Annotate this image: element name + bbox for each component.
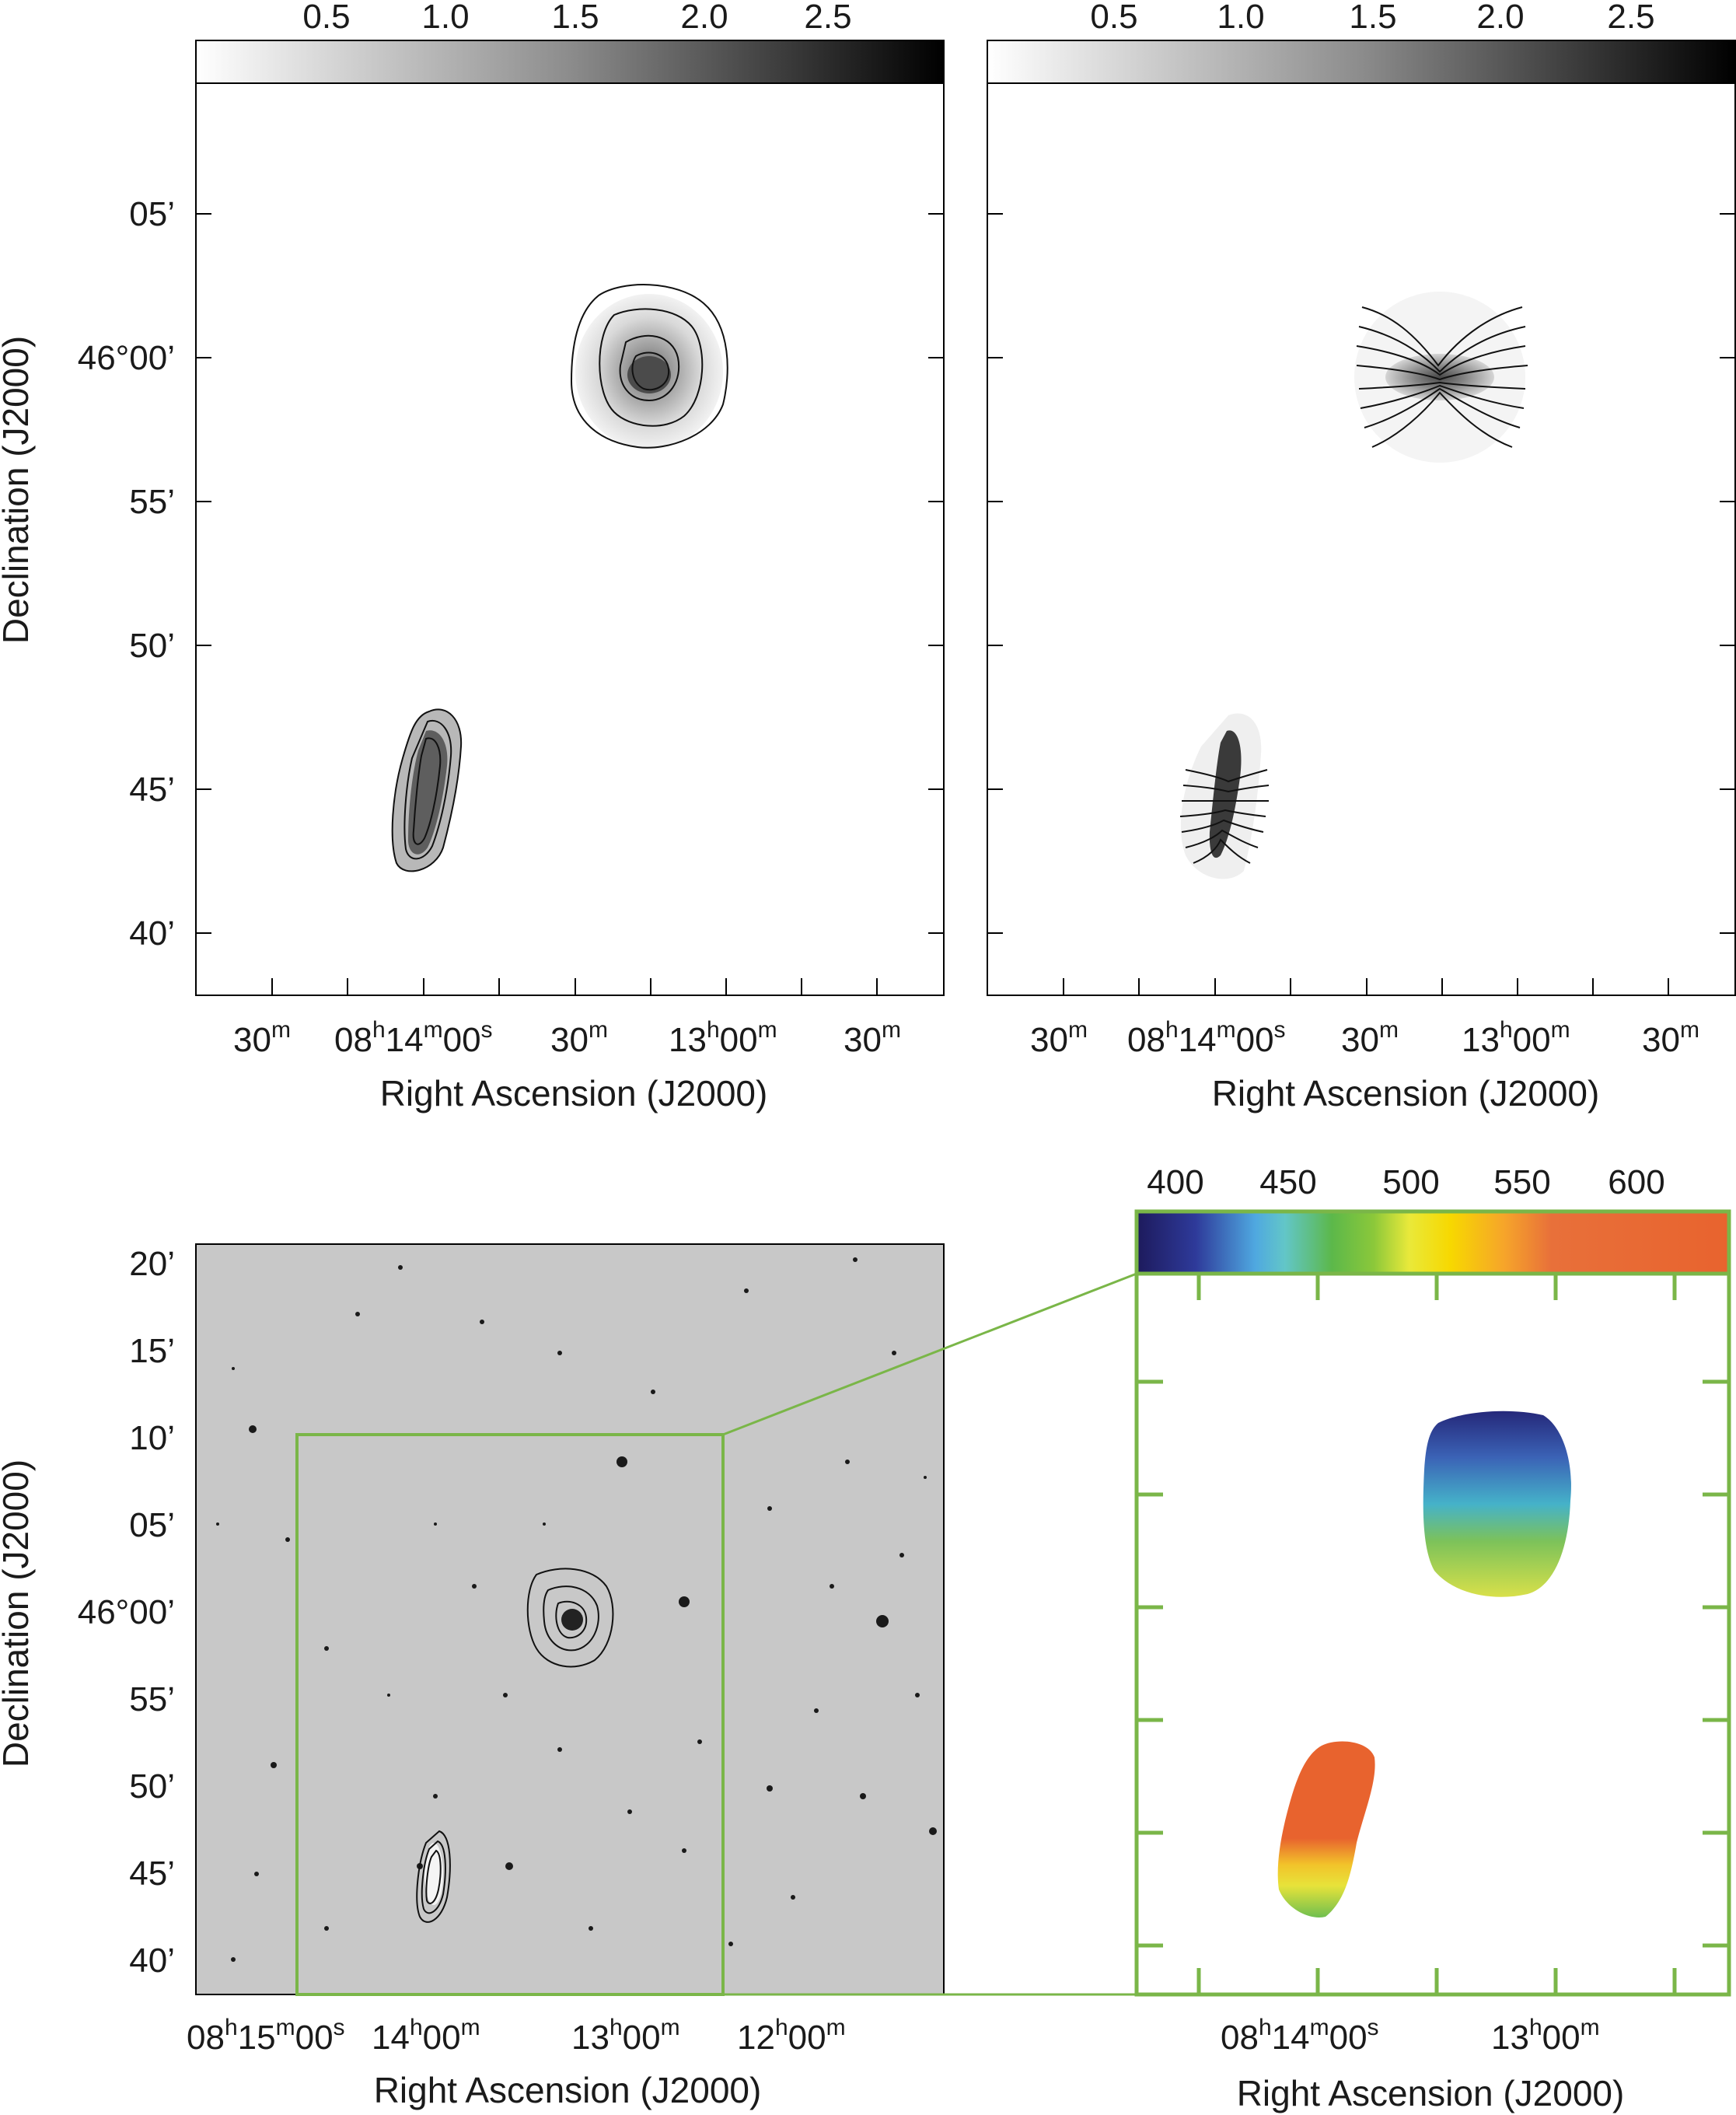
y-tick-label: 05’ xyxy=(129,195,175,233)
x-tick-labels-top-right: 30m 08h14m00s 30m 13h00m 30m xyxy=(1030,1017,1699,1059)
x-tick-label: 30m xyxy=(1642,1017,1699,1059)
x-tick-label: 30m xyxy=(1341,1017,1399,1059)
y-tick-label: 50’ xyxy=(129,1767,175,1806)
x-tick-label: 30m xyxy=(1030,1017,1088,1059)
x-tick-labels-bottom-left: 08h15m00s 14h00m 13h00m 12h00m xyxy=(187,2015,846,2057)
y-tick-label: 15’ xyxy=(129,1332,175,1370)
colorbar-tick: 1.5 xyxy=(551,0,599,36)
colorbar-tick: 600 xyxy=(1608,1163,1664,1201)
y-tick-label: 40’ xyxy=(129,914,175,953)
y-tick-label: 55’ xyxy=(129,1680,175,1718)
frame-ticks xyxy=(196,213,944,995)
y-tick-label: 46°00’ xyxy=(78,339,175,377)
colorbar-left-ticks: 0.5 1.0 1.5 2.0 2.5 xyxy=(302,0,851,36)
x-tick-label: 13h00m xyxy=(1462,1017,1570,1059)
inset-region-box xyxy=(295,1433,725,1996)
frame-ticks xyxy=(987,213,1735,995)
x-tick-label: 13h00m xyxy=(669,1017,777,1059)
star-field xyxy=(216,1257,937,1962)
galaxy-lower-moment2 xyxy=(1179,713,1270,879)
y-tick-label: 55’ xyxy=(129,483,175,521)
y-tick-label: 45’ xyxy=(129,771,175,809)
x-tick-labels-bottom-right: 08h14m00s 13h00m xyxy=(1221,2015,1600,2057)
colorbar-tick: 0.5 xyxy=(1090,0,1137,36)
y-tick-label: 40’ xyxy=(129,1942,175,1980)
colorbar-tick: 1.0 xyxy=(421,0,469,36)
y-tick-labels-top-left: 05’ 46°00’ 55’ 50’ 45’ 40’ xyxy=(78,195,175,953)
colorbar-tick: 2.0 xyxy=(1476,0,1524,36)
colorbar-tick: 450 xyxy=(1259,1163,1316,1201)
colorbar-tick: 1.5 xyxy=(1349,0,1396,36)
x-tick-label: 30m xyxy=(844,1017,901,1059)
y-tick-label: 10’ xyxy=(129,1419,175,1457)
galaxy-upper-moment0 xyxy=(570,284,728,449)
x-tick-label: 08h15m00s xyxy=(187,2015,345,2057)
x-tick-label: 14h00m xyxy=(372,2015,480,2057)
x-tick-labels-top-left: 30m 08h14m00s 30m 13h00m 30m xyxy=(233,1017,901,1059)
colorbar-tick: 2.0 xyxy=(680,0,728,36)
colorbar-gray-left xyxy=(195,40,945,84)
galaxy-upper-moment2 xyxy=(1354,292,1528,463)
x-tick-label: 12h00m xyxy=(737,2015,846,2057)
plot-frame xyxy=(195,82,945,996)
colorbar-tick: 2.5 xyxy=(1607,0,1654,36)
x-tick-label: 30m xyxy=(233,1017,291,1059)
y-axis-label: Declination (J2000) xyxy=(0,336,36,644)
colorbar-right-ticks: 0.5 1.0 1.5 2.0 2.5 xyxy=(1090,0,1654,36)
upper-galaxy-velocity xyxy=(1423,1411,1571,1597)
x-axis-label: Right Ascension (J2000) xyxy=(1237,2073,1625,2113)
panel-bottom-left: 20’ 15’ 10’ 05’ 46°00’ 55’ 50’ 45’ 40’ 0… xyxy=(0,1243,945,2110)
x-tick-label: 13h00m xyxy=(1491,2015,1600,2057)
x-tick-label: 30m xyxy=(550,1017,608,1059)
x-tick-label: 08h14m00s xyxy=(1127,1017,1286,1059)
y-tick-labels-bottom-left: 20’ 15’ 10’ 05’ 46°00’ 55’ 50’ 45’ 40’ xyxy=(78,1245,175,1980)
x-tick-label: 08h14m00s xyxy=(1221,2015,1379,2057)
lower-galaxy-optical xyxy=(416,1830,451,1923)
colorbar-gray-right xyxy=(987,40,1736,84)
panel-top-left: 0.5 1.0 1.5 2.0 2.5 xyxy=(0,0,945,1113)
panel-top-right: 0.5 1.0 1.5 2.0 2.5 xyxy=(987,0,1736,1113)
y-tick-label: 50’ xyxy=(129,627,175,665)
velocity-plot-frame xyxy=(1134,1271,1731,1997)
upper-galaxy-optical xyxy=(526,1568,614,1668)
colorbar-tick: 550 xyxy=(1493,1163,1550,1201)
y-tick-label: 20’ xyxy=(129,1245,175,1283)
velocity-colorbar xyxy=(1134,1209,1731,1276)
colorbar-tick: 0.5 xyxy=(302,0,350,36)
lower-galaxy-velocity xyxy=(1277,1741,1375,1917)
y-axis-label: Declination (J2000) xyxy=(0,1460,36,1767)
y-tick-label: 45’ xyxy=(129,1855,175,1893)
x-axis-label: Right Ascension (J2000) xyxy=(374,2070,762,2110)
x-tick-label: 13h00m xyxy=(571,2015,680,2057)
colorbar-tick: 2.5 xyxy=(804,0,851,36)
plot-frame xyxy=(987,82,1736,996)
y-tick-label: 46°00’ xyxy=(78,1593,175,1631)
x-axis-label: Right Ascension (J2000) xyxy=(1212,1073,1600,1113)
galaxy-lower-moment0 xyxy=(391,708,463,872)
colorbar-tick: 500 xyxy=(1382,1163,1439,1201)
panel-bottom-right: 400 450 500 550 600 08h14m00s 13h00m R xyxy=(1134,1163,1731,2113)
y-tick-label: 05’ xyxy=(129,1506,175,1544)
colorbar-tick: 1.0 xyxy=(1217,0,1264,36)
velocity-frame-ticks xyxy=(1137,1274,1729,1994)
velocity-colorbar-ticks: 400 450 500 550 600 xyxy=(1147,1163,1664,1201)
x-tick-label: 08h14m00s xyxy=(334,1017,493,1059)
colorbar-tick: 400 xyxy=(1147,1163,1203,1201)
x-axis-label: Right Ascension (J2000) xyxy=(380,1073,768,1113)
inset-connectors xyxy=(722,1272,1137,1996)
